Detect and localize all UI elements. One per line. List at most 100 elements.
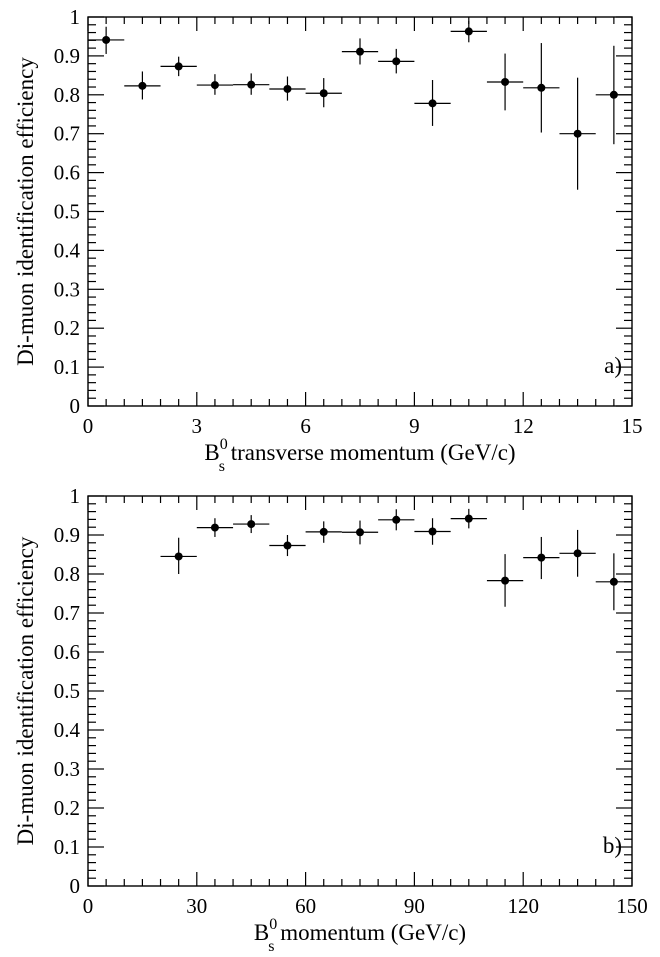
chart-2-xtick-label: 60 bbox=[295, 894, 316, 918]
chart-1-xtick-label: 15 bbox=[622, 414, 643, 438]
chart-2-marker bbox=[537, 553, 546, 562]
chart-1-data-point bbox=[124, 71, 161, 100]
chart-1-ytick-label: 0.3 bbox=[54, 277, 80, 301]
chart-2-marker bbox=[283, 541, 292, 550]
chart-1-data-point bbox=[414, 80, 451, 126]
chart-2-frame bbox=[87, 495, 633, 887]
chart-2-ytick-label: 0.2 bbox=[54, 796, 80, 820]
chart-2-marker bbox=[464, 514, 473, 523]
chart-1-data-point bbox=[486, 53, 524, 111]
chart-2-ytick-label: 0.7 bbox=[54, 601, 80, 625]
chart-1-ytick-label: 0 bbox=[70, 394, 81, 418]
chart-2-ytick-label: 0.9 bbox=[54, 523, 80, 547]
chart-2-xtick-label: 120 bbox=[507, 894, 539, 918]
chart-1-marker bbox=[319, 89, 328, 98]
chart-2-ytick-label: 0.1 bbox=[54, 835, 80, 859]
chart-2-ytick-label: 0.6 bbox=[54, 640, 80, 664]
chart-2-marker bbox=[609, 577, 618, 586]
chart-1-data-point bbox=[88, 26, 125, 54]
chart-1-ytick-label: 0.8 bbox=[54, 83, 80, 107]
chart-1-marker bbox=[501, 77, 510, 86]
chart-1-marker bbox=[573, 129, 582, 138]
chart-1-marker bbox=[464, 27, 473, 36]
chart-2-xlabel-symbol: B bbox=[254, 920, 269, 945]
chart-2-ytick-label: 0 bbox=[70, 874, 81, 898]
chart-1-marker bbox=[102, 35, 111, 44]
chart-2-marker bbox=[573, 549, 582, 558]
chart-2-data-point bbox=[523, 536, 560, 580]
chart-2-ytick-label: 1 bbox=[70, 484, 81, 508]
chart-2-xtick-label: 150 bbox=[616, 894, 648, 918]
chart-2-marker bbox=[501, 576, 510, 585]
chart-1-panel: 00.10.20.30.40.50.60.70.80.910 3 6 9 12 15Di-… bbox=[13, 5, 643, 475]
chart-1-ytick-label: 0.2 bbox=[54, 316, 80, 340]
chart-2-xlabel-text: momentum (GeV/c) bbox=[274, 920, 466, 945]
chart-1-ytick-label: 0.5 bbox=[54, 200, 80, 224]
chart-1-marker bbox=[138, 81, 147, 90]
chart-2-data-point bbox=[414, 518, 451, 545]
chart-2-ytick-label: 0.8 bbox=[54, 562, 80, 586]
chart-2-marker bbox=[392, 515, 401, 524]
chart-2-data-point bbox=[378, 509, 415, 531]
chart-1-marker bbox=[392, 57, 401, 66]
chart-1-marker bbox=[210, 81, 219, 90]
chart-1-data-point bbox=[595, 45, 632, 145]
chart-2-data-point bbox=[559, 529, 596, 577]
chart-1-xlabel-symbol: B bbox=[204, 440, 219, 465]
chart-1-marker bbox=[247, 80, 256, 89]
chart-2-marker bbox=[319, 527, 328, 536]
chart-2-ytick-label: 0.4 bbox=[54, 718, 81, 742]
chart-1-marker bbox=[283, 84, 292, 93]
chart-2-data-point bbox=[595, 553, 632, 611]
chart-1-xtick-label: 0 bbox=[83, 414, 94, 438]
chart-1-ytick-label: 0.9 bbox=[54, 44, 80, 68]
chart-1-data-point bbox=[196, 74, 234, 95]
chart-2-data-point bbox=[341, 520, 379, 545]
chart-2-ytick-label: 0.3 bbox=[54, 757, 80, 781]
chart-2-xtick-label: 90 bbox=[404, 894, 425, 918]
chart-2-data-point bbox=[305, 521, 342, 543]
chart-1-data-point bbox=[269, 76, 306, 101]
chart-1-ytick-label: 0.7 bbox=[54, 122, 80, 146]
chart-1-data-point bbox=[559, 77, 596, 190]
chart-2-xtick-label: 0 bbox=[83, 894, 94, 918]
chart-1-marker bbox=[537, 83, 546, 92]
chart-2-data-point bbox=[233, 515, 270, 534]
chart-1-ytick-label: 0.4 bbox=[54, 238, 81, 262]
chart-2-marker bbox=[428, 527, 437, 536]
chart-2-panel: 0 0.1 0.2 0.3 0.4 0.5 0.6 0.7 0.8 0.9 1 0 30 60 90 120 1… bbox=[13, 484, 648, 955]
chart-2-xlabel-superscript: 0 bbox=[269, 916, 277, 933]
chart-2-marker bbox=[174, 552, 183, 561]
chart-2-xlabel: B0 s momentum (GeV/c) bbox=[254, 916, 466, 955]
chart-2-data-point bbox=[196, 518, 234, 537]
chart-1-marker bbox=[174, 62, 183, 71]
chart-2-data-point bbox=[486, 554, 524, 607]
chart-2-ylabel: Di-muon identification efficiency bbox=[13, 536, 38, 845]
chart-1-xlabel-text: transverse momentum (GeV/c) bbox=[225, 440, 516, 465]
chart-1-data-point bbox=[450, 20, 487, 43]
chart-1-data-point bbox=[160, 56, 197, 77]
chart-1-ytick-label: 1 bbox=[70, 5, 81, 29]
chart-1-panel-label: a) bbox=[604, 353, 622, 378]
chart-1-marker bbox=[428, 99, 437, 108]
chart-1-frame bbox=[87, 16, 633, 407]
chart-1-ytick-label: 0.6 bbox=[54, 161, 80, 185]
chart-1-ytick-label: 0.1 bbox=[54, 355, 80, 379]
chart-2-data-point bbox=[450, 508, 487, 529]
chart-2-data-point bbox=[160, 537, 197, 574]
chart-1-marker bbox=[356, 47, 364, 56]
chart-1-data-point bbox=[233, 73, 270, 95]
chart-1-data-point bbox=[305, 78, 342, 108]
chart-2-panel-label: b) bbox=[603, 833, 622, 858]
chart-1-data-point bbox=[523, 43, 560, 133]
chart-1-xtick-label: 3 bbox=[192, 414, 203, 438]
chart-2-ytick-label: 0.5 bbox=[54, 679, 80, 703]
chart-1-xtick-label: 9 bbox=[409, 414, 420, 438]
chart-2-marker bbox=[247, 520, 256, 529]
chart-1-xtick-label: 12 bbox=[513, 414, 534, 438]
chart-2-xlabel-subscript: s bbox=[268, 938, 274, 955]
chart-1-data-point bbox=[378, 48, 415, 74]
chart-1-xlabel: B0 s transverse momentum (GeV/c) bbox=[204, 436, 515, 475]
chart-1-xlabel-subscript: s bbox=[219, 458, 225, 475]
